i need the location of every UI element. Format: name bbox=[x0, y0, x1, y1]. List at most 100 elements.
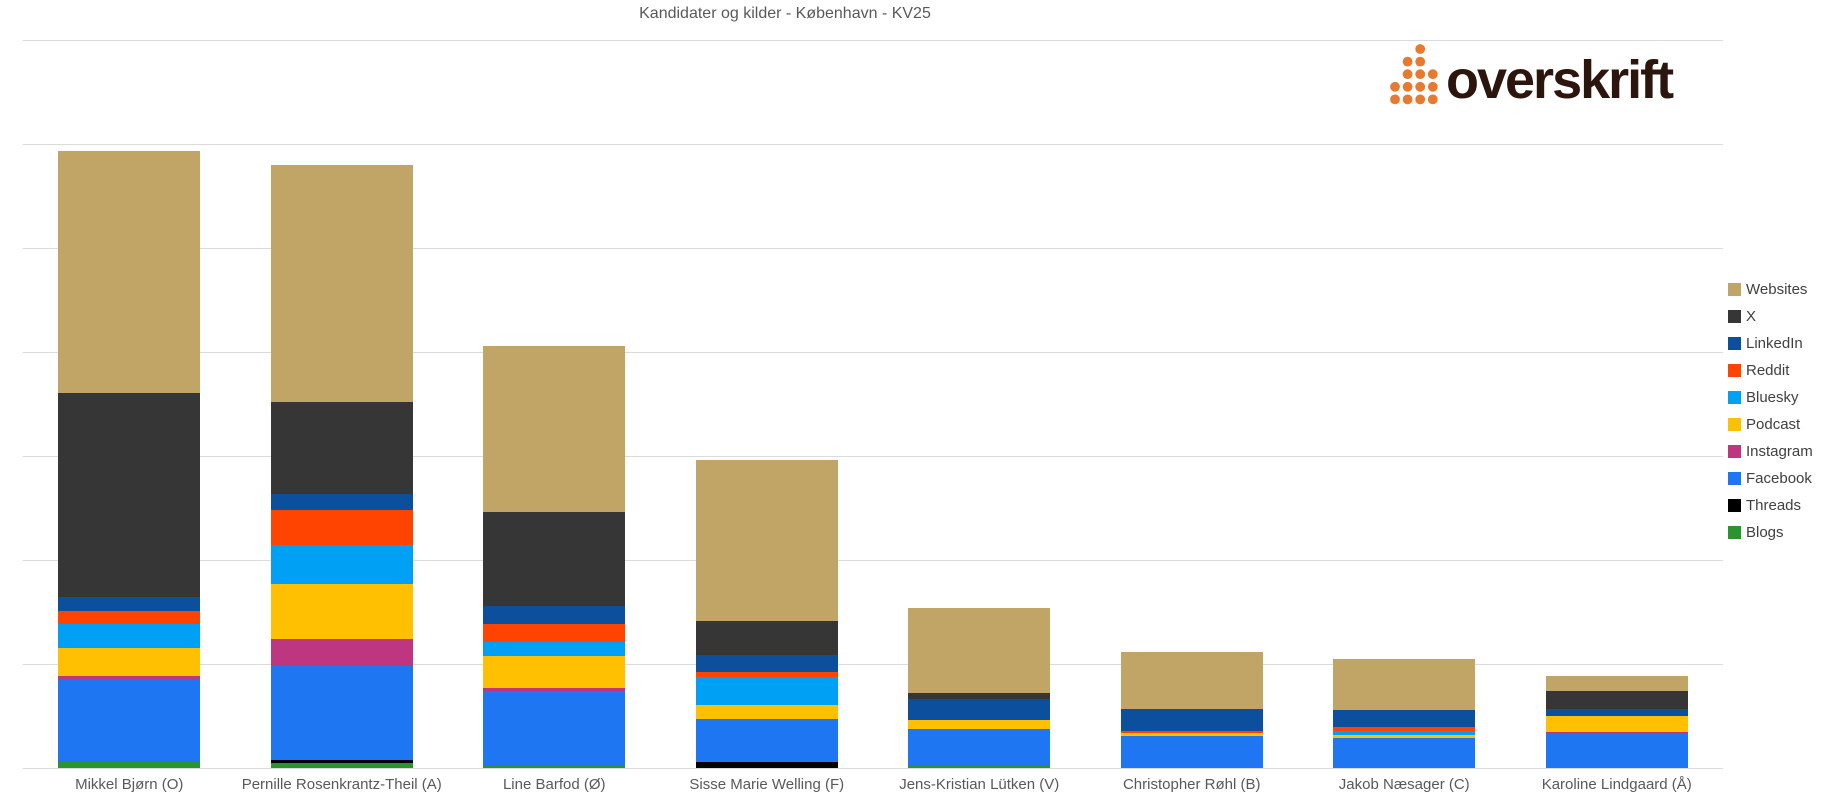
overskrift-logo: overskrift bbox=[1388, 42, 1674, 111]
legend-swatch-icon bbox=[1728, 525, 1741, 539]
legend-swatch-icon bbox=[1728, 498, 1741, 512]
bar-segment-websites bbox=[58, 151, 201, 393]
legend-item-podcast: Podcast bbox=[1728, 415, 1813, 433]
legend-item-bluesky: Bluesky bbox=[1728, 388, 1813, 406]
bar-segment-facebook bbox=[1120, 735, 1263, 768]
bar-4 bbox=[695, 460, 838, 768]
legend-swatch-icon bbox=[1728, 390, 1741, 404]
bar-segment-bluesky bbox=[483, 642, 626, 656]
logo-dots-icon bbox=[1390, 44, 1438, 105]
bar-segment-podcast bbox=[908, 720, 1051, 730]
bar-segment-facebook bbox=[1333, 737, 1476, 768]
bar-segment-podcast bbox=[1545, 715, 1688, 732]
bar-segment-podcast bbox=[1333, 734, 1476, 738]
bar-2 bbox=[270, 164, 413, 768]
bar-segment-facebook bbox=[1545, 733, 1688, 768]
gridline bbox=[23, 248, 1723, 249]
bar-segment-instagram bbox=[58, 676, 201, 680]
x-axis-label: Pernille Rosenkrantz-Theil (A) bbox=[241, 776, 442, 793]
bar-1 bbox=[58, 151, 201, 768]
legend-label: Reddit bbox=[1746, 361, 1790, 379]
bar-3 bbox=[483, 345, 626, 768]
legend-item-linkedin: LinkedIn bbox=[1728, 334, 1813, 352]
bar-segment-threads bbox=[270, 759, 413, 763]
legend-label: X bbox=[1746, 307, 1757, 325]
x-axis-label: Karoline Lindgaard (Å) bbox=[1541, 776, 1692, 793]
bar-segment-linkedin bbox=[908, 699, 1051, 721]
bar-segment-facebook bbox=[270, 666, 413, 760]
bar-segment-x bbox=[58, 392, 201, 598]
legend-swatch-icon bbox=[1728, 336, 1741, 350]
bar-segment-reddit bbox=[1333, 727, 1476, 731]
bar-segment-linkedin bbox=[58, 597, 201, 611]
legend-item-reddit: Reddit bbox=[1728, 361, 1813, 379]
bar-7 bbox=[1333, 658, 1476, 768]
gridline bbox=[23, 664, 1723, 665]
bar-segment-bluesky bbox=[1333, 730, 1476, 735]
legend-label: Podcast bbox=[1746, 415, 1801, 433]
gridline bbox=[23, 144, 1723, 145]
legend-label: LinkedIn bbox=[1746, 334, 1803, 352]
legend-swatch-icon bbox=[1728, 363, 1741, 377]
legend-item-blogs: Blogs bbox=[1728, 523, 1813, 541]
x-axis-label: Mikkel Bjørn (O) bbox=[75, 776, 184, 793]
legend-label: Threads bbox=[1746, 496, 1802, 514]
bar-segment-bluesky bbox=[695, 677, 838, 705]
bar-segment-reddit bbox=[483, 624, 626, 643]
bar-segment-podcast bbox=[695, 704, 838, 720]
logo-text: overskrift bbox=[1446, 50, 1674, 111]
bar-segment-blogs bbox=[483, 764, 626, 768]
legend-swatch-icon bbox=[1728, 309, 1741, 323]
legend-label: Instagram bbox=[1746, 442, 1813, 460]
legend-label: Facebook bbox=[1746, 469, 1812, 487]
bar-segment-podcast bbox=[58, 648, 201, 677]
x-axis-label: Line Barfod (Ø) bbox=[502, 776, 606, 793]
bar-5 bbox=[908, 607, 1051, 768]
bar-segment-x bbox=[270, 401, 413, 495]
bar-8 bbox=[1545, 676, 1688, 768]
bar-segment-websites bbox=[1120, 651, 1263, 709]
legend-item-websites: Websites bbox=[1728, 280, 1813, 298]
bar-segment-blogs bbox=[908, 764, 1051, 768]
bar-segment-x bbox=[695, 621, 838, 655]
bar-segment-x bbox=[1545, 691, 1688, 709]
bar-segment-linkedin bbox=[1120, 708, 1263, 731]
bar-segment-x bbox=[483, 512, 626, 606]
bar-segment-reddit bbox=[270, 510, 413, 546]
x-axis-label: Jens-Kristian Lütken (V) bbox=[899, 776, 1060, 793]
bar-segment-linkedin bbox=[1333, 709, 1476, 728]
bar-segment-reddit bbox=[695, 672, 838, 678]
legend-item-x: X bbox=[1728, 307, 1813, 325]
legend-item-facebook: Facebook bbox=[1728, 469, 1813, 487]
legend: Websites X LinkedIn Reddit Bluesky Podcast Ins… bbox=[1728, 280, 1813, 550]
legend-label: Blogs bbox=[1746, 523, 1784, 541]
bar-segment-podcast bbox=[1120, 732, 1263, 736]
bar-segment-websites bbox=[695, 460, 838, 622]
bar-segment-linkedin bbox=[1545, 708, 1688, 716]
bar-segment-x bbox=[908, 693, 1051, 700]
legend-label: Bluesky bbox=[1746, 388, 1799, 406]
legend-swatch-icon bbox=[1728, 282, 1741, 296]
bar-segment-linkedin bbox=[695, 654, 838, 673]
bar-segment-websites bbox=[1333, 658, 1476, 710]
bar-segment-podcast bbox=[483, 655, 626, 688]
bar-segment-linkedin bbox=[270, 494, 413, 511]
bar-segment-facebook bbox=[483, 690, 626, 765]
bar-segment-facebook bbox=[695, 719, 838, 762]
x-axis-line bbox=[23, 768, 1723, 769]
bar-segment-reddit bbox=[58, 610, 201, 625]
bar-segment-instagram bbox=[270, 638, 413, 667]
bar-segment-threads bbox=[695, 761, 838, 768]
bar-segment-instagram bbox=[1545, 731, 1688, 734]
bar-segment-websites bbox=[270, 164, 413, 402]
bar-segment-websites bbox=[483, 345, 626, 513]
bar-segment-blogs bbox=[270, 762, 413, 768]
gridline bbox=[23, 40, 1723, 41]
bar-6 bbox=[1120, 651, 1263, 768]
legend-item-instagram: Instagram bbox=[1728, 442, 1813, 460]
legend-swatch-icon bbox=[1728, 471, 1741, 485]
gridline bbox=[23, 352, 1723, 353]
bar-segment-facebook bbox=[908, 729, 1051, 765]
x-axis-label: Sisse Marie Welling (F) bbox=[689, 776, 845, 793]
